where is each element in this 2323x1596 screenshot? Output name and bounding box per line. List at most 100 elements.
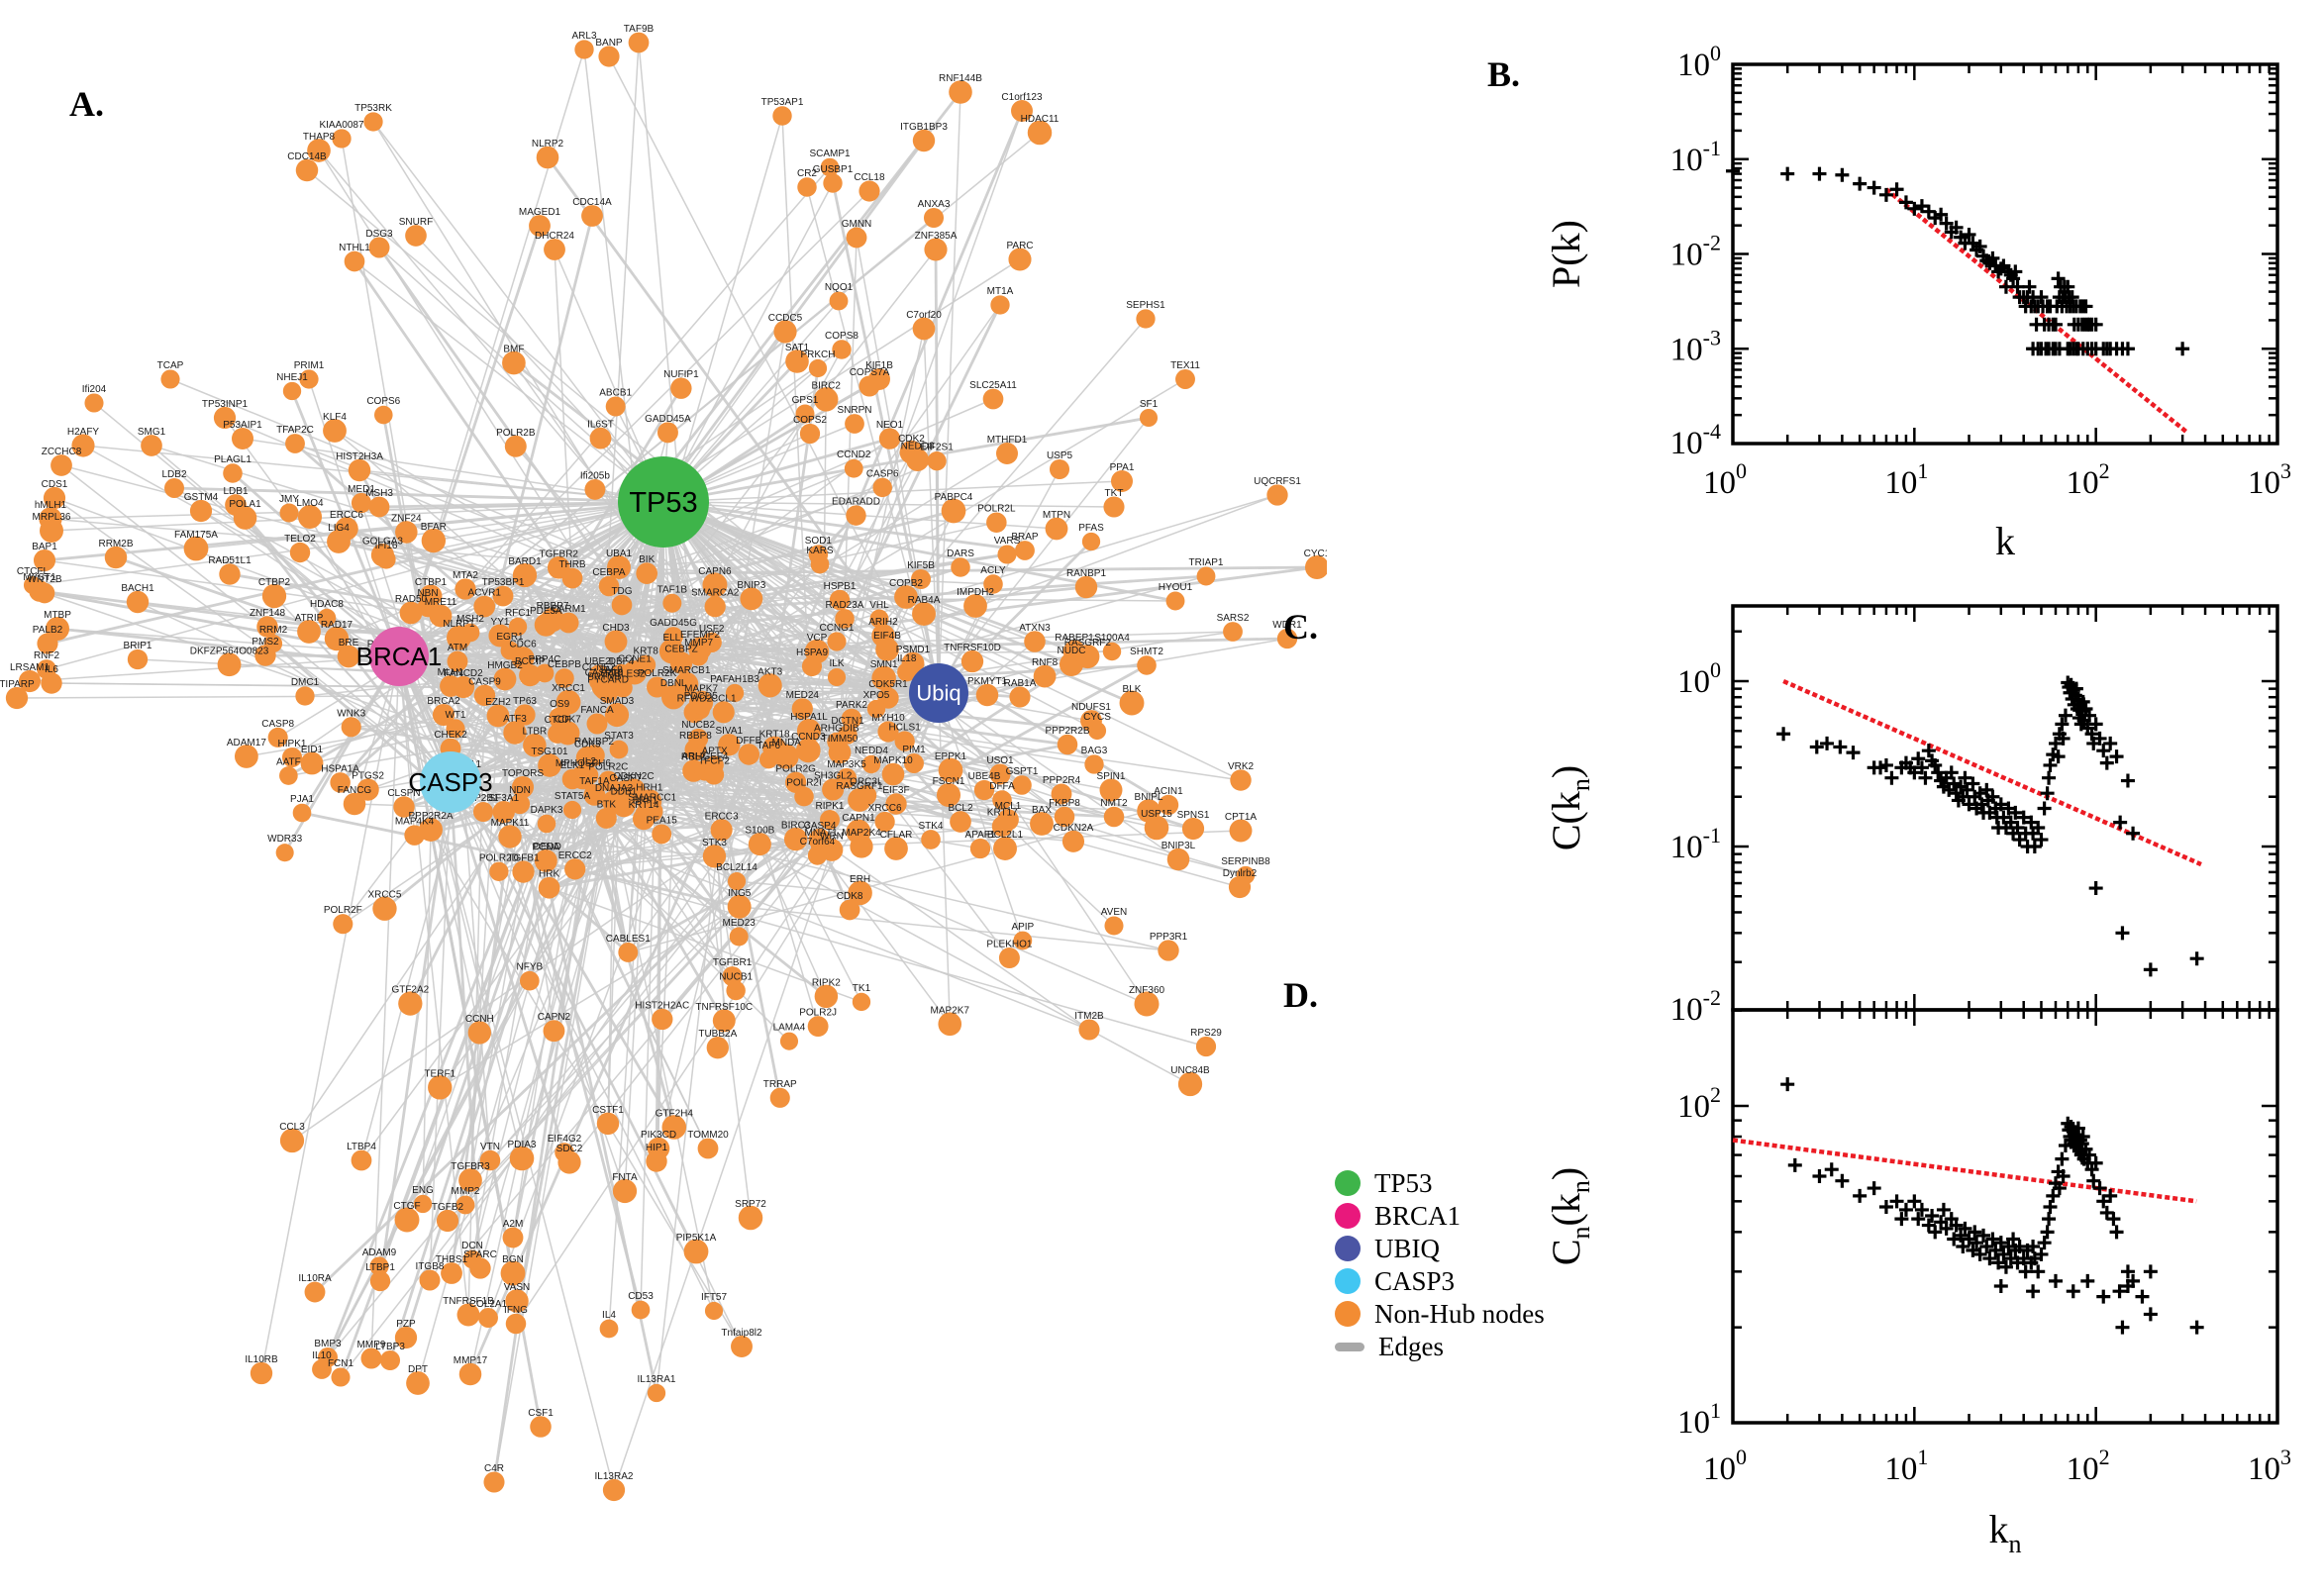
data-point [2086, 1173, 2101, 1188]
node-label: RAD17 [321, 620, 354, 631]
node-label: IFT57 [701, 1292, 728, 1303]
network-node [432, 703, 455, 727]
data-point [2143, 962, 2158, 977]
data-point [1878, 187, 1893, 202]
network-node [1166, 848, 1190, 871]
data-point [2175, 342, 2190, 356]
node-label: TP63 [513, 696, 537, 707]
network-node [858, 180, 880, 202]
legend-label-ubiq: UBIQ [1374, 1233, 1440, 1263]
node-label: EIF4B [873, 631, 901, 642]
data-point [1998, 1259, 2013, 1274]
node-label: KIAA0087 [319, 120, 363, 131]
node-label: TNFRSF1B [443, 1296, 494, 1307]
node-label: BACH1 [121, 583, 154, 594]
network-node [785, 349, 809, 373]
casp3-swatch-icon [1335, 1268, 1361, 1294]
node-label: BMF [503, 345, 524, 355]
network-node [618, 943, 639, 962]
network-node [1175, 369, 1195, 389]
node-label: CTBP1 [415, 577, 448, 588]
node-label: MMP9 [357, 1340, 386, 1350]
network-node [738, 744, 760, 765]
network-edge [229, 572, 940, 695]
network-node [969, 838, 991, 859]
network-node [1103, 806, 1125, 828]
brca1-swatch-icon [1335, 1203, 1361, 1229]
network-node [508, 617, 528, 637]
network-node [605, 396, 626, 417]
data-point [1996, 810, 2011, 825]
network-node [505, 1289, 529, 1313]
network-node [436, 1209, 459, 1233]
node-label: ATRIP [295, 613, 324, 624]
tick-label: 10-2 [1670, 985, 1721, 1028]
node-label: EID1 [301, 745, 324, 755]
node-label: PCNA [532, 842, 559, 852]
network-node [910, 568, 932, 590]
network-node [519, 663, 542, 687]
network-node [104, 546, 128, 569]
network-edge [358, 469, 664, 503]
data-point [2026, 1239, 2041, 1253]
network-node [473, 595, 496, 618]
data-point [1820, 736, 1835, 750]
network-node [960, 649, 984, 673]
network-node [866, 699, 886, 719]
node-label: CTCFL [17, 566, 50, 577]
network-node [141, 435, 162, 456]
node-label: NUCB2 [681, 720, 715, 731]
data-point [1988, 1243, 2003, 1257]
data-point [2070, 1121, 2085, 1136]
node-label: NDN [509, 785, 531, 796]
network-node [912, 317, 936, 341]
network-node [1015, 541, 1035, 560]
network-node [479, 1149, 501, 1171]
network-node [509, 793, 531, 815]
node-label: PLEKHO1 [986, 940, 1033, 950]
network-node [511, 647, 535, 670]
network-node [683, 1239, 709, 1264]
network-node [368, 237, 390, 258]
node-label: ILK [829, 658, 844, 669]
data-point [1809, 740, 1824, 754]
legend-item-edges: Edges [1335, 1332, 1545, 1361]
node-label: TGFBR1 [713, 957, 753, 968]
node-label: RBBP8 [679, 731, 712, 742]
node-label: ERCC6 [330, 510, 363, 521]
network-node [706, 1037, 729, 1059]
node-label: TAF9B [624, 24, 655, 35]
network-node [292, 803, 312, 823]
node-label: MNDA [772, 738, 802, 748]
network-node [502, 350, 526, 375]
network-node [856, 784, 877, 806]
node-label: TP53AP1 [761, 97, 804, 108]
network-edge [570, 685, 606, 780]
tick-label: 10-4 [1670, 419, 1721, 461]
node-label: AP2B1 [467, 793, 499, 804]
node-label: PKMYT1 [967, 676, 1007, 687]
node-label: SMAD3 [600, 696, 635, 707]
network-edge [662, 480, 1123, 503]
tick-label: 10-1 [1670, 136, 1721, 178]
node-label: AATF [276, 756, 301, 767]
network-node [297, 504, 323, 530]
data-point [1996, 1247, 2011, 1261]
network-edge [836, 451, 913, 678]
data-point [2022, 279, 2037, 294]
node-label: NEDD8 [901, 442, 935, 452]
node-label: APIP [1011, 922, 1034, 933]
node-label: DMC1 [291, 677, 320, 688]
legend-label-casp3: CASP3 [1374, 1265, 1456, 1296]
node-label: PMS2 [252, 637, 279, 648]
node-label: CDK3 [574, 739, 601, 749]
network-node [884, 837, 908, 860]
node-label: HSPA1A [321, 763, 359, 774]
node-label: RBL2 [681, 752, 706, 763]
node-label: C1orf123 [1001, 92, 1043, 103]
node-label: TP53INP1 [202, 399, 249, 410]
network-edge [662, 501, 940, 694]
node-label: ORC3L [850, 776, 883, 787]
network-edge [378, 500, 664, 509]
